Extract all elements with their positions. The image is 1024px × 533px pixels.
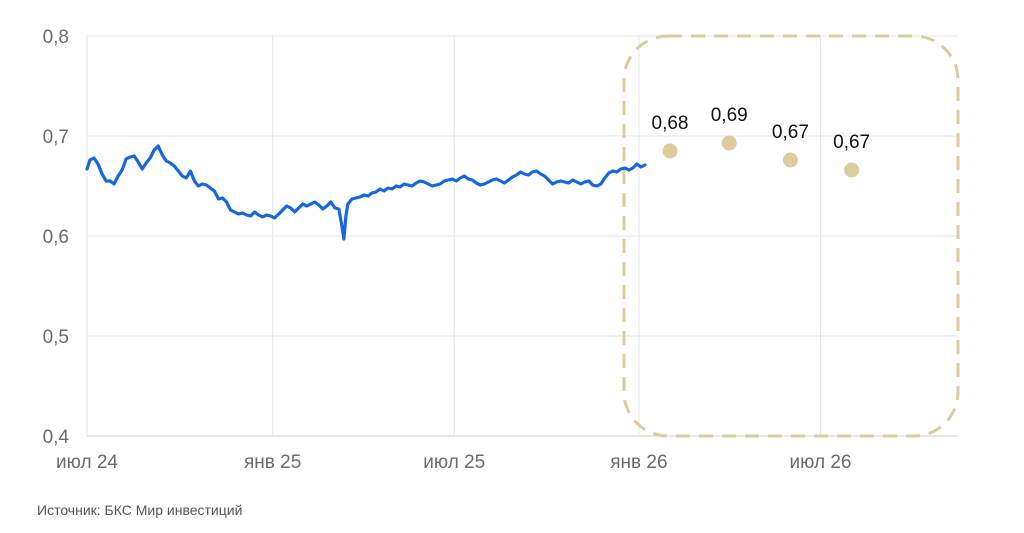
forecast-point <box>844 162 860 178</box>
source-note: Источник: БКС Мир инвестиций <box>37 502 243 518</box>
grid-lines <box>86 35 958 437</box>
x-tick-label: янв 25 <box>244 452 301 473</box>
forecast-point-label: 0,67 <box>772 122 809 143</box>
forecast-point-label: 0,68 <box>652 113 689 134</box>
x-tick-label: янв 26 <box>610 452 667 473</box>
y-axis: 0,4 0,5 0,6 0,7 0,8 <box>43 27 70 448</box>
forecast-points: 0,68 0,69 0,67 0,67 <box>652 105 870 178</box>
forecast-point <box>662 143 678 159</box>
y-tick-label: 0,5 <box>43 327 69 348</box>
forecast-point-label: 0,69 <box>711 105 748 126</box>
y-tick-label: 0,6 <box>43 227 69 248</box>
x-tick-label: июл 26 <box>790 452 852 473</box>
forecast-point <box>782 152 798 168</box>
x-tick-label: июл 24 <box>56 452 118 473</box>
forecast-region-outline <box>622 34 960 438</box>
forecast-point <box>721 135 737 151</box>
x-axis: июл 24 янв 25 июл 25 янв 26 июл 26 <box>56 452 851 473</box>
x-tick-label: июл 25 <box>423 452 485 473</box>
y-tick-label: 0,7 <box>43 127 69 148</box>
forecast-point-label: 0,67 <box>833 132 870 153</box>
y-tick-label: 0,8 <box>43 27 69 48</box>
y-tick-label: 0,4 <box>43 427 70 448</box>
history-line <box>85 144 647 241</box>
